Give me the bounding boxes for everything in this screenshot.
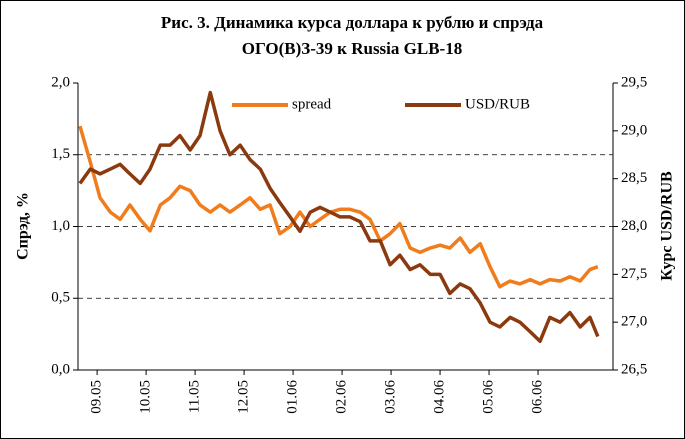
x-tick-label: 04.06 — [431, 380, 447, 414]
x-tick-label: 02.06 — [334, 380, 350, 414]
y2-tick-label: 27,0 — [621, 314, 647, 330]
x-tick-label: 05.06 — [480, 380, 496, 414]
x-tick-label: 11.05 — [187, 380, 203, 413]
y2-tick-label: 26,5 — [621, 361, 647, 377]
chart-title: ОГО(В)З-39 к Russia GLB-18 — [242, 39, 462, 58]
x-tick-label: 10.05 — [138, 380, 154, 414]
x-tick-label: 09.05 — [89, 380, 105, 414]
x-tick-label: 12.05 — [236, 380, 252, 414]
legend-label: USD/RUB — [465, 96, 530, 112]
y2-axis-label: Курс USD/RUB — [659, 171, 676, 281]
x-tick-label: 03.06 — [383, 380, 399, 414]
chart-title: Рис. 3. Динамика курса доллара к рублю и… — [161, 13, 544, 32]
y-axis-label: Спрэд, % — [15, 192, 32, 260]
y2-tick-label: 29,0 — [621, 122, 647, 138]
x-tick-label: 06.06 — [529, 380, 545, 414]
y-tick-label: 0,5 — [51, 290, 70, 306]
plot-area — [78, 90, 600, 344]
y2-tick-label: 28,0 — [621, 218, 647, 234]
x-tick-label: 01.06 — [285, 380, 301, 414]
y2-tick-label: 27,5 — [621, 266, 647, 282]
y2-tick-label: 28,5 — [621, 170, 647, 186]
y2-tick-label: 29,5 — [621, 74, 647, 90]
y-tick-label: 0,0 — [51, 361, 70, 377]
y-tick-label: 1,0 — [51, 218, 70, 234]
y-tick-label: 1,5 — [51, 146, 70, 162]
series-line — [78, 125, 599, 289]
series-line — [78, 90, 600, 344]
legend-label: spread — [292, 96, 332, 112]
y-tick-label: 2,0 — [51, 74, 70, 90]
